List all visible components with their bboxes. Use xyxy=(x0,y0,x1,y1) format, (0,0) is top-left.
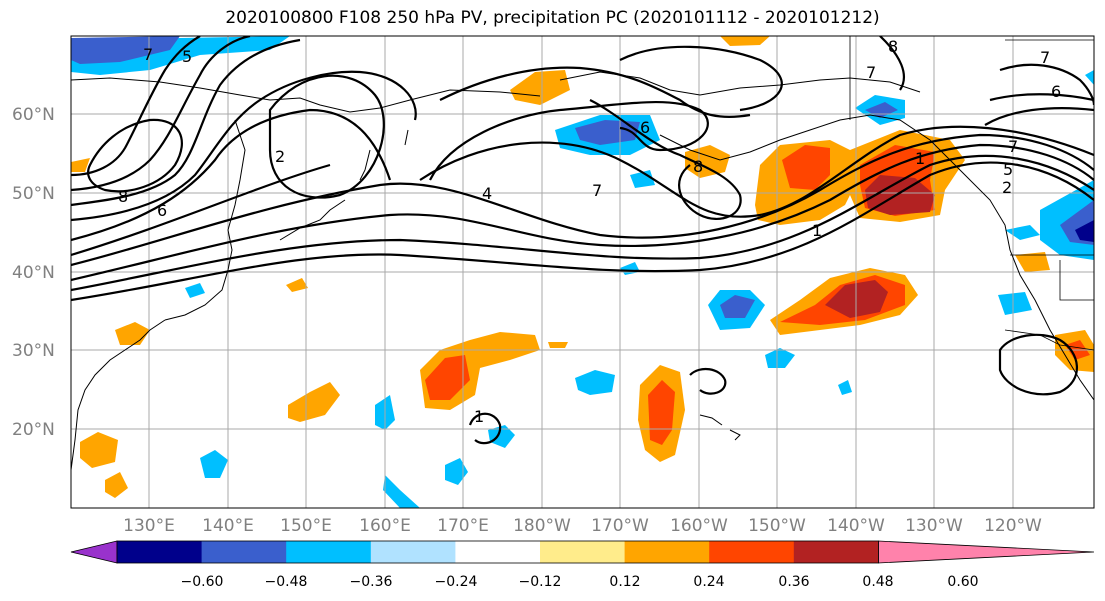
contour-labels: 5 7 8 6 2 4 7 6 8 1 1 7 8 7 6 7 5 2 1 xyxy=(118,37,1061,426)
lon-label: 150°W xyxy=(748,516,806,536)
contour-label: 7 xyxy=(592,181,602,200)
colorbar-ticks: −0.60 −0.48 −0.36 −0.24 −0.12 0.12 0.24 … xyxy=(181,574,979,590)
longitude-labels: 130°E 140°E 150°E 160°E 170°E 180°W 170°… xyxy=(123,516,1042,536)
lat-label: 40°N xyxy=(12,263,55,283)
colorbar-tick-label: 0.60 xyxy=(947,574,978,590)
colorbar-segment xyxy=(370,541,456,563)
contour-label: 7 xyxy=(1008,137,1018,156)
lon-label: 150°E xyxy=(280,516,332,536)
map-title: 2020100800 F108 250 hPa PV, precipitatio… xyxy=(225,8,880,28)
map-frame xyxy=(70,35,1095,509)
lat-label: 30°N xyxy=(12,341,55,361)
colorbar-segment xyxy=(286,541,372,563)
colorbar-segment xyxy=(201,541,287,563)
lon-label: 160°W xyxy=(670,516,728,536)
colorbar-tick-label: 0.24 xyxy=(693,574,724,590)
contour-label: 1 xyxy=(474,407,484,426)
lon-label: 140°W xyxy=(827,516,885,536)
colorbar-tick-label: 0.36 xyxy=(778,574,809,590)
precipitation-shading xyxy=(71,36,1094,508)
contour-label: 7 xyxy=(1040,48,1050,67)
contour-label: 6 xyxy=(1051,82,1061,101)
lon-label: 130°W xyxy=(905,516,963,536)
lat-label: 20°N xyxy=(12,420,55,440)
lat-label: 50°N xyxy=(12,184,55,204)
colorbar-segment xyxy=(455,541,541,563)
contour-label: 5 xyxy=(1003,160,1013,179)
contour-label: 7 xyxy=(866,63,876,82)
colorbar-tick-label: −0.24 xyxy=(435,574,478,590)
contour-label: 1 xyxy=(812,221,822,240)
colorbar-extend-min xyxy=(70,540,118,564)
latitude-labels: 60°N 50°N 40°N 30°N 20°N xyxy=(12,105,55,440)
contour-label: 8 xyxy=(693,157,703,176)
coastlines xyxy=(71,71,1094,471)
contour-label: 7 xyxy=(143,45,153,64)
lon-label: 130°E xyxy=(123,516,175,536)
lon-label: 160°E xyxy=(359,516,411,536)
contour-label: 6 xyxy=(640,118,650,137)
contour-label: 8 xyxy=(118,187,128,206)
colorbar xyxy=(70,540,1095,564)
contour-label: 8 xyxy=(888,37,898,56)
colorbar-tick-label: 0.48 xyxy=(862,574,893,590)
colorbar-tick-label: 0.12 xyxy=(609,574,640,590)
lon-label: 120°W xyxy=(984,516,1042,536)
colorbar-segment xyxy=(540,541,626,563)
borders xyxy=(849,36,1094,351)
colorbar-segment xyxy=(793,541,879,563)
colorbar-extend-max xyxy=(878,540,1095,564)
lat-label: 60°N xyxy=(12,105,55,125)
lon-label: 170°W xyxy=(591,516,649,536)
colorbar-tick-label: −0.36 xyxy=(350,574,393,590)
contour-label: 6 xyxy=(157,201,167,220)
lon-label: 170°E xyxy=(437,516,489,536)
contour-label: 4 xyxy=(482,184,492,203)
colorbar-tick-label: −0.12 xyxy=(519,574,562,590)
contour-label: 1 xyxy=(915,149,925,168)
colorbar-segment xyxy=(624,541,710,563)
colorbar-segment xyxy=(709,541,795,563)
colorbar-tick-label: −0.48 xyxy=(265,574,308,590)
colorbar-tick-label: −0.60 xyxy=(181,574,224,590)
contour-label: 5 xyxy=(182,47,192,66)
colorbar-segment xyxy=(117,541,203,563)
contour-label: 2 xyxy=(1002,178,1012,197)
colorbar-outline xyxy=(116,540,879,564)
lon-label: 180°W xyxy=(513,516,571,536)
contour-label: 2 xyxy=(275,147,285,166)
pv-contours xyxy=(71,36,1094,445)
lon-label: 140°E xyxy=(202,516,254,536)
